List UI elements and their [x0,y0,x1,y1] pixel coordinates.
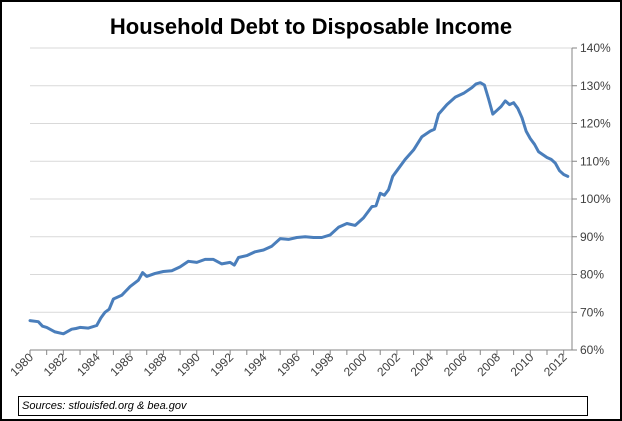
x-tick-label: 1996 [274,350,303,379]
x-tick-label: 1990 [174,350,203,379]
x-tick-label: 2004 [408,350,437,379]
x-tick-label: 2010 [508,350,537,379]
x-tick-label: 1998 [308,350,337,379]
x-tick-label: 1982 [41,350,70,379]
y-tick-label: 140% [580,41,611,55]
x-tick-label: 2000 [341,350,370,379]
x-tick-label: 1984 [74,350,103,379]
y-tick-label: 110% [580,154,610,168]
y-tick-label: 90% [580,230,604,244]
gridlines [30,47,572,351]
y-tick-label: 70% [580,305,604,319]
x-tick-label: 1986 [107,350,136,379]
chart-title: Household Debt to Disposable Income [109,14,513,39]
y-tick-label: 120% [580,117,611,131]
source-box [18,396,588,416]
y-tick-label: 130% [580,79,611,93]
y-tick-label: 60% [580,343,604,357]
x-tick-label: 2002 [374,350,403,379]
y-axis-ticks: 60% 70% 80% 90% 100% 110% 120% 130% 140% [572,41,611,357]
source-note: Sources: stlouisfed.org & bea.gov [22,400,187,412]
x-axis-ticks: 1980 1982 1984 1986 1988 1990 1992 1994 1996 1998… [7,350,570,379]
x-tick-label: 2012 [541,350,570,379]
x-tick-label: 1994 [241,350,270,379]
y-tick-label: 80% [580,268,604,282]
x-tick-label: 1988 [141,350,170,379]
x-tick-label: 1992 [207,350,236,379]
x-tick-label: 2008 [474,350,503,379]
y-tick-label: 100% [580,192,611,206]
series-line [28,81,570,336]
x-tick-label: 2006 [441,350,470,379]
x-tick-label: 1980 [7,350,36,379]
